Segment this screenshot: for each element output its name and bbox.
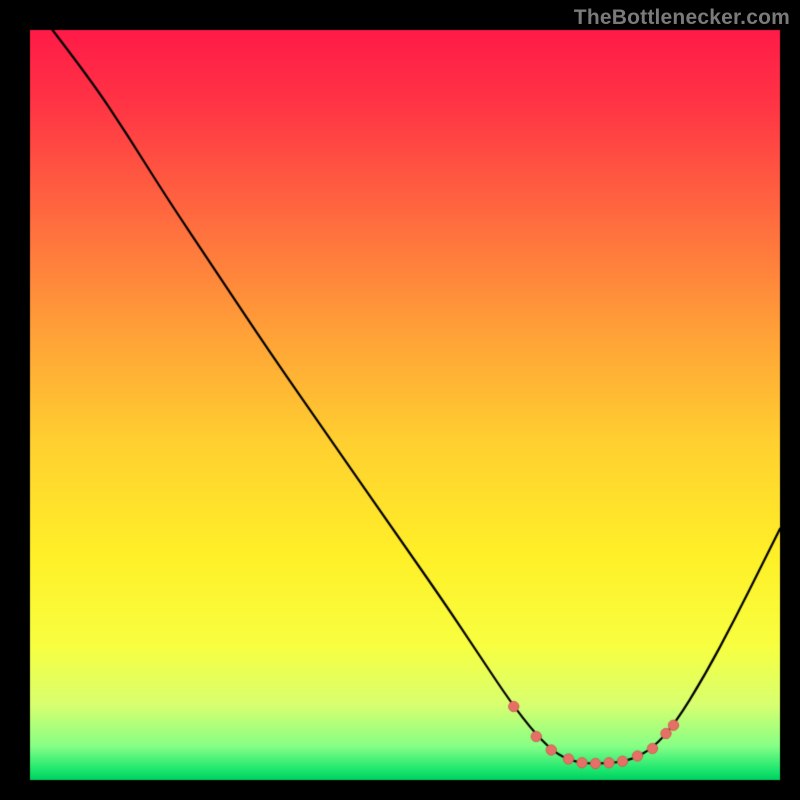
watermark-label: TheBottlenecker.com <box>574 6 790 30</box>
bottleneck-curve-chart <box>0 0 800 800</box>
chart-stage: TheBottlenecker.com <box>0 0 800 800</box>
